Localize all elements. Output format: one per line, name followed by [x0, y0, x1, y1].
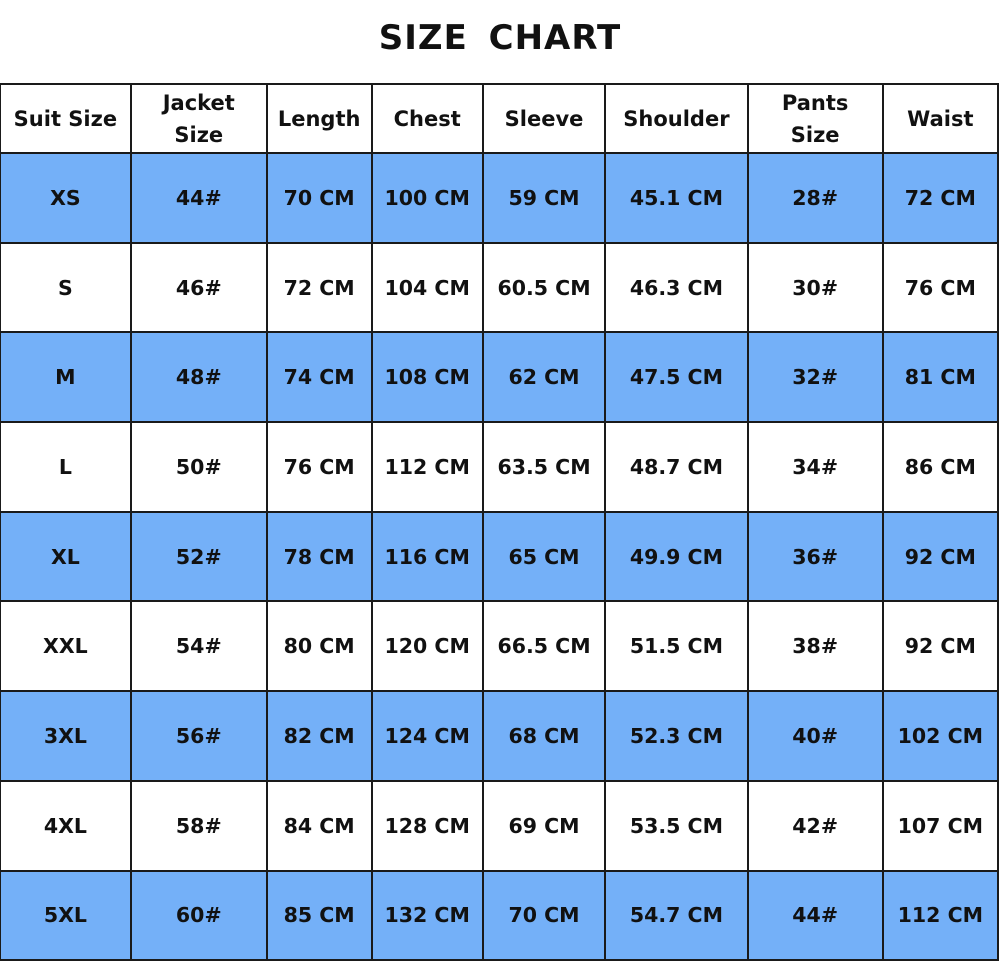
cell-chest: 128 CM: [370, 779, 484, 872]
cell-length: 78 CM: [265, 510, 373, 603]
cell-jacket-size: 54#: [129, 600, 268, 693]
cell-shoulder: 48.7 CM: [604, 421, 749, 513]
cell-chest: 124 CM: [370, 690, 484, 782]
cell-jacket-size: 44#: [129, 152, 268, 244]
cell-suit-size: XL: [0, 510, 132, 603]
cell-shoulder: 53.5 CM: [604, 779, 749, 872]
cell-length: 72 CM: [265, 241, 373, 334]
column-header-shoulder: Shoulder: [604, 83, 749, 154]
cell-waist: 76 CM: [881, 241, 1000, 334]
table-row: XXL 54# 80 CM 120 CM 66.5 CM 51.5 CM 38# 92 CM: [0, 600, 1000, 693]
cell-waist: 92 CM: [881, 600, 1000, 693]
cell-sleeve: 62 CM: [481, 331, 607, 424]
column-header-suit-size: Suit Size: [0, 83, 132, 154]
cell-suit-size: 3XL: [0, 690, 132, 782]
column-header-length: Length: [265, 83, 373, 154]
cell-pants-size: 42#: [746, 779, 884, 872]
cell-shoulder: 47.5 CM: [604, 331, 749, 424]
cell-length: 82 CM: [265, 690, 373, 782]
cell-suit-size: 5XL: [0, 869, 132, 961]
cell-sleeve: 63.5 CM: [481, 421, 607, 513]
cell-shoulder: 49.9 CM: [604, 510, 749, 603]
cell-waist: 72 CM: [881, 152, 1000, 244]
cell-sleeve: 68 CM: [481, 690, 607, 782]
cell-pants-size: 38#: [746, 600, 884, 693]
cell-pants-size: 36#: [746, 510, 884, 603]
column-header-chest: Chest: [370, 83, 484, 154]
cell-shoulder: 52.3 CM: [604, 690, 749, 782]
cell-chest: 120 CM: [370, 600, 484, 693]
cell-jacket-size: 58#: [129, 779, 268, 872]
cell-suit-size: XXL: [0, 600, 132, 693]
header-row: Suit Size Jacket Size Length Chest Sleeve Shou…: [0, 83, 1000, 154]
cell-waist: 107 CM: [881, 779, 1000, 872]
column-header-pants-size: Pants Size: [746, 83, 884, 154]
cell-jacket-size: 56#: [129, 690, 268, 782]
table-row: S 46# 72 CM 104 CM 60.5 CM 46.3 CM 30# 76 CM: [0, 241, 1000, 334]
cell-chest: 100 CM: [370, 152, 484, 244]
cell-waist: 86 CM: [881, 421, 1000, 513]
cell-chest: 112 CM: [370, 421, 484, 513]
cell-length: 74 CM: [265, 331, 373, 424]
table-row: L 50# 76 CM 112 CM 63.5 CM 48.7 CM 34# 86 CM: [0, 421, 1000, 513]
column-header-waist: Waist: [881, 83, 1000, 154]
cell-waist: 112 CM: [881, 869, 1000, 961]
cell-chest: 104 CM: [370, 241, 484, 334]
cell-shoulder: 45.1 CM: [604, 152, 749, 244]
cell-jacket-size: 46#: [129, 241, 268, 334]
cell-sleeve: 70 CM: [481, 869, 607, 961]
cell-jacket-size: 60#: [129, 869, 268, 961]
cell-pants-size: 32#: [746, 331, 884, 424]
cell-chest: 116 CM: [370, 510, 484, 603]
cell-suit-size: L: [0, 421, 132, 513]
column-header-jacket-size: Jacket Size: [129, 83, 268, 154]
cell-sleeve: 66.5 CM: [481, 600, 607, 693]
cell-sleeve: 59 CM: [481, 152, 607, 244]
size-chart-table: Suit Size Jacket Size Length Chest Sleeve Shou…: [0, 83, 1000, 961]
cell-chest: 108 CM: [370, 331, 484, 424]
cell-waist: 102 CM: [881, 690, 1000, 782]
cell-suit-size: XS: [0, 152, 132, 244]
cell-pants-size: 30#: [746, 241, 884, 334]
table-row: 5XL 60# 85 CM 132 CM 70 CM 54.7 CM 44# 112 CM: [0, 869, 1000, 961]
cell-jacket-size: 52#: [129, 510, 268, 603]
table-row: 3XL 56# 82 CM 124 CM 68 CM 52.3 CM 40# 102 CM: [0, 690, 1000, 782]
cell-pants-size: 28#: [746, 152, 884, 244]
cell-sleeve: 60.5 CM: [481, 241, 607, 334]
table-row: M 48# 74 CM 108 CM 62 CM 47.5 CM 32# 81 CM: [0, 331, 1000, 424]
cell-suit-size: S: [0, 241, 132, 334]
cell-sleeve: 69 CM: [481, 779, 607, 872]
cell-shoulder: 46.3 CM: [604, 241, 749, 334]
cell-pants-size: 34#: [746, 421, 884, 513]
cell-jacket-size: 48#: [129, 331, 268, 424]
cell-length: 84 CM: [265, 779, 373, 872]
column-header-sleeve: Sleeve: [481, 83, 607, 154]
cell-suit-size: M: [0, 331, 132, 424]
page-title: SIZE CHART: [378, 18, 622, 58]
cell-sleeve: 65 CM: [481, 510, 607, 603]
cell-jacket-size: 50#: [129, 421, 268, 513]
cell-suit-size: 4XL: [0, 779, 132, 872]
cell-shoulder: 54.7 CM: [604, 869, 749, 961]
cell-waist: 81 CM: [881, 331, 1000, 424]
table-row: XS 44# 70 CM 100 CM 59 CM 45.1 CM 28# 72 CM: [0, 152, 1000, 244]
cell-pants-size: 44#: [746, 869, 884, 961]
cell-shoulder: 51.5 CM: [604, 600, 749, 693]
cell-length: 76 CM: [265, 421, 373, 513]
cell-chest: 132 CM: [370, 869, 484, 961]
cell-length: 70 CM: [265, 152, 373, 244]
table-row: XL 52# 78 CM 116 CM 65 CM 49.9 CM 36# 92 CM: [0, 510, 1000, 603]
cell-waist: 92 CM: [881, 510, 1000, 603]
table-row: 4XL 58# 84 CM 128 CM 69 CM 53.5 CM 42# 107 CM: [0, 779, 1000, 872]
cell-pants-size: 40#: [746, 690, 884, 782]
cell-length: 80 CM: [265, 600, 373, 693]
